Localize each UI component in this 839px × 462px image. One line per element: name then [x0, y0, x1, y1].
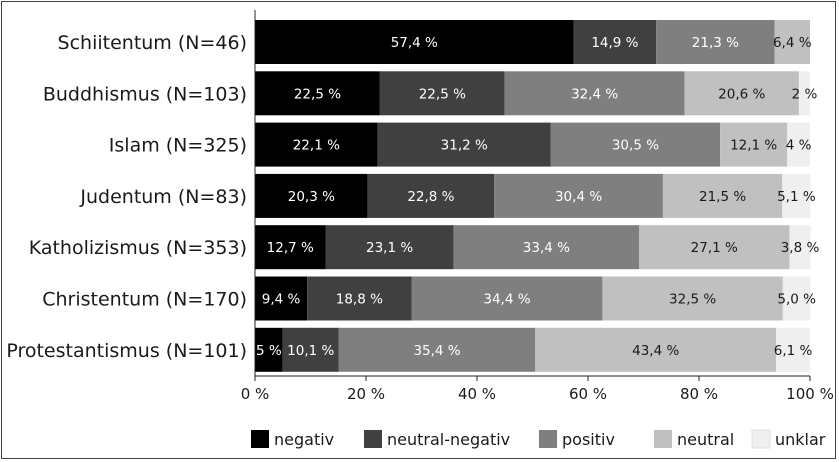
- data-label: 6,1 %: [774, 343, 813, 359]
- category-label: Christentum (N=170): [42, 289, 247, 311]
- data-label: 3,8 %: [781, 240, 820, 256]
- data-label: 31,2 %: [441, 138, 488, 154]
- bar-segment-neutral: [720, 122, 788, 167]
- bar-segment-negativ: [255, 71, 380, 116]
- data-label: 22,8 %: [407, 189, 454, 205]
- data-label: 20,3 %: [288, 189, 335, 205]
- bar-segment-unklar: [787, 122, 810, 167]
- legend-label-neutral-negativ: neutral-negativ: [387, 430, 510, 449]
- bar-segment-positiv: [411, 276, 603, 321]
- data-label: 22,5 %: [419, 86, 466, 102]
- x-tick-label: 40 %: [458, 385, 496, 403]
- x-tick-label: 20 %: [347, 385, 385, 403]
- category-label: Buddhismus (N=103): [43, 83, 247, 105]
- data-label: 30,5 %: [612, 138, 659, 154]
- data-label: 20,6 %: [718, 86, 765, 102]
- data-label: 5 %: [256, 343, 282, 359]
- legend-swatch-neutral: [654, 430, 672, 448]
- bar-segment-positiv: [338, 327, 536, 372]
- category-label: Judentum (N=83): [79, 186, 247, 208]
- bar-segment-neutral-negativ: [379, 71, 505, 116]
- data-label: 10,1 %: [287, 343, 334, 359]
- bar-segment-neutral-negativ: [325, 225, 454, 270]
- bar-segment-positiv: [504, 71, 685, 116]
- category-label: Katholizismus (N=353): [29, 237, 247, 259]
- bar-segment-negativ: [255, 122, 378, 167]
- data-label: 22,1 %: [293, 138, 340, 154]
- data-label: 5,1 %: [777, 189, 816, 205]
- bar-segment-positiv: [494, 173, 663, 218]
- bar-segment-negativ: [255, 327, 283, 372]
- legend-swatch-positiv: [539, 430, 557, 448]
- data-label: 32,5 %: [669, 292, 716, 308]
- data-label: 23,1 %: [366, 240, 413, 256]
- legend-swatch-neutral-negativ: [364, 430, 382, 448]
- data-label: 18,8 %: [336, 292, 383, 308]
- bar-segment-neutral-negativ: [377, 122, 551, 167]
- bar-segment-neutral-negativ: [573, 20, 657, 64]
- bar-segment-unklar: [782, 173, 811, 218]
- bar-segment-neutral: [774, 20, 810, 64]
- bar-segment-neutral-negativ: [367, 173, 495, 218]
- legend-label-positiv: positiv: [562, 430, 615, 449]
- bar-segment-positiv: [656, 20, 775, 64]
- data-label: 9,4 %: [262, 292, 301, 308]
- bar-segment-unklar: [782, 276, 811, 321]
- bar-segment-unklar: [798, 71, 810, 116]
- bar-segment-neutral-negativ: [307, 276, 412, 321]
- data-label: 6,4 %: [773, 35, 812, 51]
- data-label: 22,5 %: [294, 86, 341, 102]
- data-label: 43,4 %: [632, 343, 679, 359]
- bar-segment-neutral: [684, 71, 799, 116]
- bar-segment-unklar: [789, 225, 811, 270]
- data-label: 14,9 %: [591, 35, 638, 51]
- category-label: Islam (N=325): [109, 135, 247, 157]
- data-label: 57,4 %: [391, 35, 438, 51]
- x-tick-label: 0 %: [241, 385, 270, 403]
- bar-segment-negativ: [255, 20, 574, 64]
- bar-segment-negativ: [255, 173, 368, 218]
- legend-label-unklar: unklar: [775, 430, 826, 449]
- bar-segment-neutral: [535, 327, 777, 372]
- data-label: 12,1 %: [730, 138, 777, 154]
- x-tick-label: 100 %: [786, 385, 834, 403]
- x-tick-label: 60 %: [569, 385, 607, 403]
- data-label: 21,5 %: [699, 189, 746, 205]
- legend-label-negativ: negativ: [274, 430, 334, 449]
- data-label: 33,4 %: [523, 240, 570, 256]
- legend-label-neutral: neutral: [677, 430, 734, 449]
- bar-segment-unklar: [776, 327, 810, 372]
- bar-segment-neutral: [639, 225, 790, 270]
- data-label: 35,4 %: [413, 343, 460, 359]
- legend-swatch-negativ: [251, 430, 269, 448]
- bar-segment-negativ: [255, 225, 326, 270]
- data-label: 32,4 %: [571, 86, 618, 102]
- bar-segment-positiv: [550, 122, 721, 167]
- legend-swatch-unklar: [751, 429, 771, 449]
- bar-segment-negativ: [255, 276, 308, 321]
- data-label: 12,7 %: [267, 240, 314, 256]
- category-label: Schiitentum (N=46): [58, 32, 247, 54]
- bar-segment-neutral: [662, 173, 783, 218]
- data-label: 30,4 %: [555, 189, 602, 205]
- bar-segment-neutral: [602, 276, 783, 321]
- data-label: 5,0 %: [777, 292, 816, 308]
- data-label: 2 %: [792, 86, 818, 102]
- data-label: 27,1 %: [691, 240, 738, 256]
- bar-segment-neutral-negativ: [282, 327, 339, 372]
- data-label: 21,3 %: [692, 35, 739, 51]
- data-label: 4 %: [786, 138, 812, 154]
- x-tick-label: 80 %: [680, 385, 718, 403]
- bar-segment-positiv: [453, 225, 640, 270]
- category-label: Protestantismus (N=101): [6, 340, 247, 362]
- data-label: 34,4 %: [483, 292, 530, 308]
